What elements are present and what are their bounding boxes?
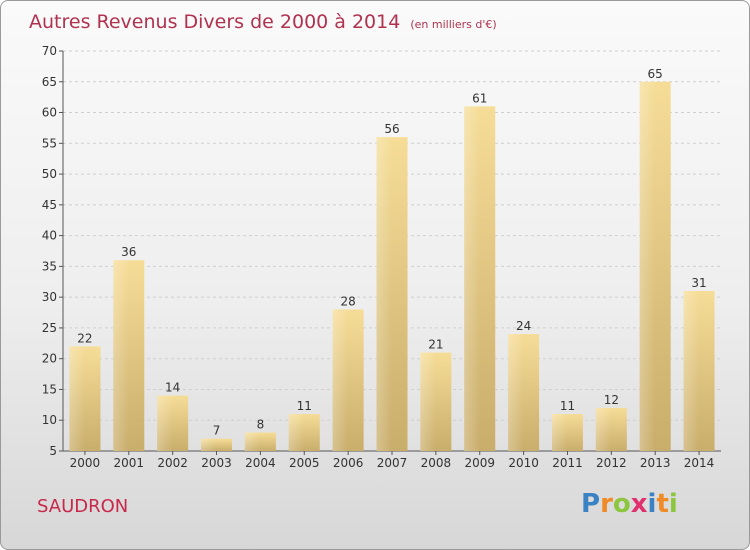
y-tick-label: 20 [42,352,57,366]
bar-highlight [113,260,129,451]
data-label: 7 [213,424,221,438]
bar-highlight [332,309,349,451]
logo-letter: P [581,489,601,519]
y-tick-label: 45 [42,198,57,212]
logo-letter: t [656,489,669,519]
y-tick-label: 40 [42,229,57,243]
x-tick-label: 2011 [552,456,583,470]
y-tick-label: 50 [42,167,57,181]
data-label: 11 [560,399,575,413]
x-tick-label: 2012 [596,456,627,470]
bar-highlight [69,346,85,451]
logo-letter: r [600,489,613,519]
bar-highlight [244,432,261,451]
bar-layer [69,81,715,452]
bar-highlight [683,291,700,451]
bar-highlight [508,334,524,451]
bar-highlight [201,438,217,451]
x-tick-label: 2008 [421,456,452,470]
bar-highlight [376,137,392,451]
logo-letter: x [630,489,648,519]
x-tick-label: 2004 [245,456,276,470]
data-label: 28 [340,294,355,308]
data-label: 21 [428,338,443,352]
bar-highlight [551,414,568,451]
x-tick-label: 2010 [508,456,539,470]
data-label: 11 [297,399,312,413]
y-tick-label: 35 [42,259,57,273]
data-label: 24 [516,319,531,333]
x-tick-label: 2014 [684,456,715,470]
y-tick-label: 10 [42,413,57,427]
x-tick-label: 2009 [464,456,495,470]
data-label: 65 [648,67,663,81]
x-tick-label: 2005 [289,456,320,470]
bar-highlight [464,106,480,451]
y-tick-label: 15 [42,382,57,396]
y-tick-label: 25 [42,321,57,335]
data-label: 36 [121,245,136,259]
logo-letter: i [668,489,678,519]
x-tick-label: 2007 [377,456,408,470]
commune-name: SAUDRON [37,496,129,517]
data-label: 22 [77,331,92,345]
proxiti-logo[interactable]: Proxiti [581,489,678,519]
data-label: 12 [604,393,619,407]
y-tick-label: 60 [42,106,57,120]
chart-title-unit: (en milliers d'€) [410,18,497,31]
logo-letter: i [647,489,657,519]
chart-title: Autres Revenus Divers de 2000 à 2014 (en… [29,11,497,33]
bar-highlight [288,414,305,451]
x-tick-label: 2013 [640,456,671,470]
y-tick-label: 5 [49,444,57,458]
x-tick-label: 2002 [157,456,188,470]
bar-highlight [595,407,612,451]
chart-title-text: Autres Revenus Divers de 2000 à 2014 [29,11,401,33]
y-tick-label: 30 [42,290,57,304]
data-label: 61 [472,91,487,105]
y-tick-label: 65 [42,75,57,89]
data-label: 56 [384,122,399,136]
logo-letter: o [612,489,631,519]
bar-highlight [639,81,656,452]
data-label: 8 [257,418,265,432]
x-tick-label: 2000 [70,456,101,470]
y-tick-label: 70 [42,44,57,58]
data-label: 31 [691,276,706,290]
bar-highlight [157,395,173,451]
bar-highlight [420,352,436,451]
data-label: 14 [165,381,180,395]
x-tick-label: 2001 [114,456,145,470]
y-tick-label: 55 [42,136,57,150]
label-layer: 22 36 14 7 8 11 28 56 21 61 24 11 12 65 31 [77,67,706,438]
x-tick-label: 2003 [201,456,232,470]
x-tick-label: 2006 [333,456,364,470]
